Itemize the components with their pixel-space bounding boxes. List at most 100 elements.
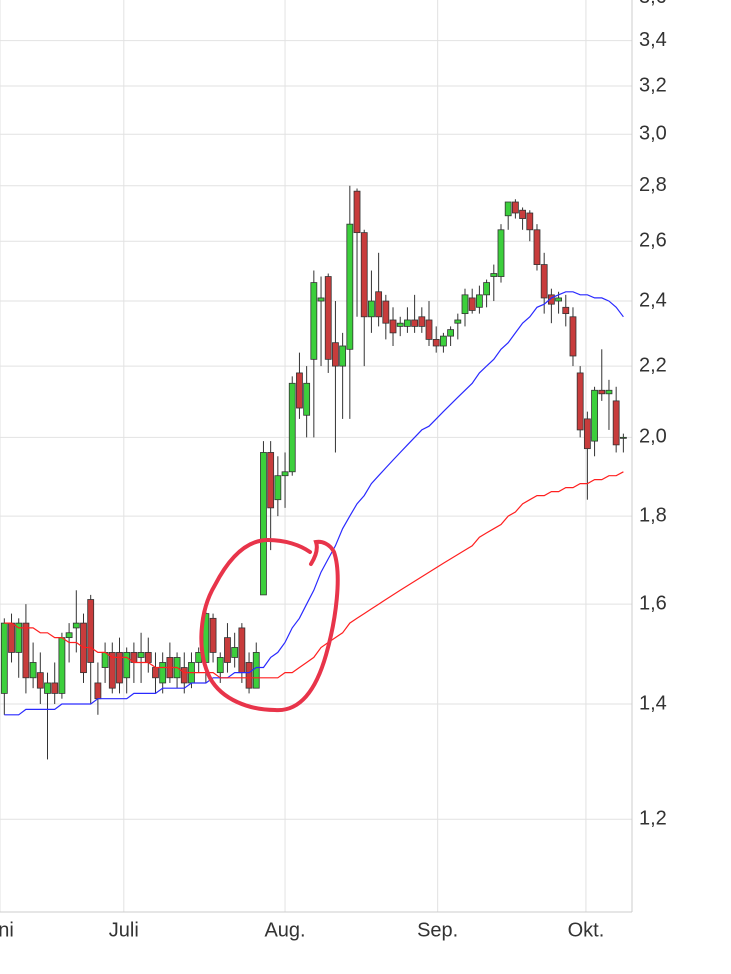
candle-body	[36, 672, 44, 689]
candle-body	[540, 264, 548, 299]
candle-body	[447, 329, 455, 337]
candle-body	[425, 319, 433, 340]
y-tick-label: 2,0	[639, 426, 667, 448]
candle-body	[216, 657, 224, 674]
candle-body	[396, 322, 404, 327]
candle-body	[382, 300, 390, 324]
y-tick-label: 2,8	[639, 174, 667, 196]
moving-average-line	[4, 291, 624, 716]
candle-body	[310, 282, 318, 360]
x-tick-label: Okt.	[568, 919, 605, 941]
candle-body	[144, 652, 152, 663]
candle-body	[72, 622, 80, 629]
candle-body	[152, 667, 159, 679]
candle-body	[562, 306, 570, 315]
candle-body	[591, 389, 598, 442]
candle-body	[159, 662, 167, 684]
candle-body	[497, 229, 505, 277]
candle-body	[324, 276, 332, 360]
candle-body	[504, 201, 512, 217]
candle-body	[483, 282, 490, 296]
candle-body	[454, 319, 462, 324]
candle-body	[332, 342, 339, 367]
candle-body	[526, 212, 534, 231]
candle-body	[15, 622, 23, 653]
candle-body	[353, 190, 361, 234]
candle-body	[180, 667, 188, 684]
candle-body	[346, 223, 354, 350]
candle-body	[411, 319, 419, 327]
y-tick-label: 3,2	[639, 74, 667, 96]
y-tick-label: 3,0	[639, 123, 667, 145]
labels: 3,6 3,4 3,2 3,0 2,8 2,6 2,4 2,2 2,0 1,8 1,6 1,4 1,2 n…	[0, 0, 667, 941]
candle-body	[65, 632, 73, 639]
candle-body	[389, 319, 397, 334]
y-tick-label: 2,4	[639, 289, 667, 311]
annotation-circle	[199, 537, 340, 713]
candle-body	[296, 372, 303, 409]
candle-body	[245, 662, 253, 689]
candle-body	[116, 652, 123, 684]
x-tick-label: Aug.	[264, 919, 305, 941]
y-tick-label: 3,4	[639, 29, 667, 51]
x-tick-label: Juli	[109, 919, 139, 941]
candle-body	[281, 471, 289, 477]
y-tick-label: 1,8	[639, 504, 667, 526]
y-tick-label: 1,2	[639, 808, 667, 830]
candle-body	[598, 389, 606, 395]
x-tick-label: Sep.	[417, 919, 458, 941]
candle-body	[605, 389, 613, 395]
candle-body	[368, 300, 375, 318]
candle-body	[440, 335, 447, 347]
candle-body	[260, 452, 267, 596]
candle-body	[432, 338, 440, 347]
y-tick-label: 2,2	[639, 354, 667, 376]
moving-average-line	[4, 471, 624, 679]
candle-body	[274, 475, 282, 501]
candle-body	[475, 294, 483, 308]
candle-body	[619, 436, 627, 439]
x-tick-label: ni	[0, 919, 14, 941]
candle-body	[44, 682, 51, 694]
candle-body	[511, 201, 519, 214]
y-tick-label: 3,6	[639, 0, 667, 8]
candle-body	[360, 232, 368, 318]
candle-body	[547, 294, 555, 305]
candle-body	[339, 345, 347, 367]
candle-body	[317, 297, 325, 302]
candle-body	[288, 382, 296, 473]
candle-body	[418, 316, 426, 327]
candle-body	[58, 637, 66, 694]
candle-body	[137, 652, 145, 658]
candle-body	[267, 452, 275, 509]
candle-body	[468, 297, 476, 311]
candle-body	[375, 291, 383, 318]
y-tick-label: 1,6	[639, 592, 667, 614]
candle-body	[576, 372, 584, 431]
candle-body	[612, 400, 620, 446]
candle-body	[555, 297, 562, 302]
candle-body	[404, 319, 411, 327]
candle-body	[94, 682, 102, 700]
y-tick-label: 1,4	[639, 692, 667, 714]
y-tick-label: 2,6	[639, 229, 667, 251]
candle-body	[238, 627, 246, 674]
candle-body	[87, 599, 95, 663]
candle-body	[303, 382, 311, 416]
candle-body	[231, 647, 239, 658]
candle-body	[108, 652, 116, 689]
candle-body	[533, 229, 541, 265]
candle-body	[209, 617, 217, 653]
candle-body	[0, 622, 8, 694]
candle-body	[101, 652, 109, 668]
candle-body	[29, 662, 37, 679]
candle-body	[569, 316, 577, 357]
candle-body	[490, 273, 498, 277]
candle-body	[583, 418, 591, 450]
marks	[0, 185, 627, 760]
candle-body	[519, 209, 526, 219]
candle-body	[8, 622, 15, 653]
